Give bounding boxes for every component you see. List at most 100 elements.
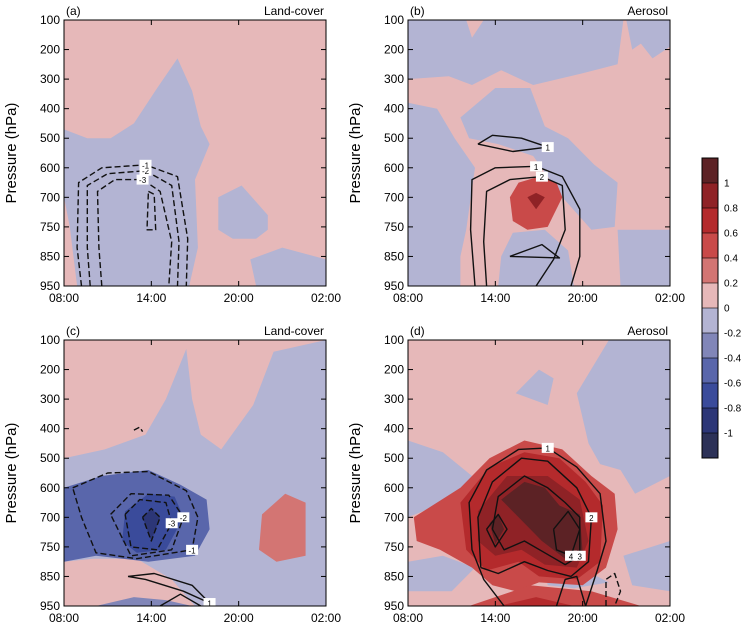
y-tick-label: 850 [40,249,60,263]
y-tick-label: 700 [40,510,60,524]
y-tick-label: 400 [384,102,404,116]
panel-frame [407,339,671,607]
y-tick-label: 950 [384,599,404,613]
contour-line [468,447,607,606]
contour-label-bg [139,165,152,176]
x-tick-label: 08:00 [49,291,79,305]
shaded-region [623,541,670,592]
contour-line [133,426,144,432]
contour-label: -2 [139,165,152,176]
x-tick-label: 02:00 [311,611,341,625]
panel-title: Land-cover [264,4,324,18]
y-tick-label: 100 [40,333,60,347]
y-axis-label: Pressure (hPa) [347,103,364,204]
colorbar-bin [702,408,718,434]
contour-label: 1 [541,142,554,153]
y-tick-label: 700 [384,510,404,524]
panel-label: (d) [410,324,425,338]
contour-line [605,572,622,606]
y-tick-label: 700 [384,190,404,204]
shaded-region [259,493,306,562]
y-tick-label: 300 [384,392,404,406]
shaded-region [576,340,670,494]
shaded-region [218,185,268,239]
contour-label-bg [541,442,554,453]
y-tick-label: 950 [40,599,60,613]
colorbar-tick-label: -0.4 [724,354,742,365]
colorbar-tick-label: 0.4 [724,254,738,265]
contour-label-bg [535,171,548,182]
contour-label-text: 2 [540,173,545,182]
shaded-region [527,192,545,210]
x-tick-label: 02:00 [655,291,685,305]
shaded-region [626,20,670,59]
colorbar-tick-label: -1 [724,429,733,440]
contour-label-text: 1 [534,163,539,172]
contour-label-text: 2 [589,514,594,523]
y-tick-label: 700 [40,190,60,204]
colorbar-tick-label: -0.8 [724,404,742,415]
y-tick-label: 500 [40,131,60,145]
y-tick-label: 200 [384,43,404,57]
contour-label: 2 [585,512,598,523]
panel-title: Land-cover [264,324,324,338]
y-tick-label: 500 [384,451,404,465]
y-tick-label: 750 [384,540,404,554]
contour-label-bg [565,550,578,561]
y-tick-label: 850 [384,569,404,583]
contour-label-bg [585,512,598,523]
contour-label: 3 [573,550,586,561]
shaded-region [498,229,574,286]
panel-frame [63,339,327,607]
x-tick-label: 14:00 [480,291,510,305]
colorbar-bin [702,258,718,284]
plot-area: -3-2-1 [64,20,326,286]
contour-label-bg [186,544,199,555]
shaded-region [469,585,641,606]
colorbar-tick-label: 1 [724,179,730,190]
contour-label-text: -2 [142,167,150,176]
contour-label-text: 1 [207,600,212,609]
contour-line [146,190,157,231]
y-tick-label: 850 [384,249,404,263]
shaded-region [250,247,326,286]
y-tick-label: 300 [384,72,404,86]
shaded-region [96,597,193,606]
y-tick-label: 950 [40,279,60,293]
y-tick-label: 500 [40,451,60,465]
y-tick-label: 400 [40,102,60,116]
contour-label-text: -1 [189,546,197,555]
contour-label-bg [530,161,543,172]
panel-1: -3-2-1 100 200 300 400 500 600 700 750 850 95008:0… [3,4,341,305]
y-tick-label: 600 [40,481,60,495]
panel-frame [63,19,327,287]
x-tick-label: 14:00 [136,291,166,305]
colorbar-tick-label: 0 [724,304,730,315]
colorbar-bin [702,183,718,209]
colorbar-bin [702,283,718,309]
colorbar-tick-label: 0.8 [724,204,738,215]
colorbar-bin [702,383,718,409]
y-tick-label: 950 [384,279,404,293]
contour-label-bg [203,598,216,606]
contour-line [86,169,180,286]
contour-label-bg [136,174,149,185]
panel-3: -1 -2 -3 1 100 200 300 400 500 600 700 750 850 95008:… [3,324,341,625]
y-tick-label: 400 [384,422,404,436]
contour-label-bg [541,142,554,153]
x-tick-label: 02:00 [311,291,341,305]
shaded-region [617,229,670,286]
colorbar-bin [702,208,718,234]
y-tick-label: 300 [40,72,60,86]
plot-area: 112 [408,20,670,286]
colorbar-bin [702,308,718,334]
x-tick-label: 20:00 [224,291,254,305]
shaded-region [408,102,475,286]
y-tick-label: 200 [40,43,60,57]
contour-label: 1 [203,598,216,609]
contour-label-bg [139,159,152,170]
panel-label: (c) [66,324,80,338]
panel-frame [407,19,671,287]
contour-line [159,593,202,606]
